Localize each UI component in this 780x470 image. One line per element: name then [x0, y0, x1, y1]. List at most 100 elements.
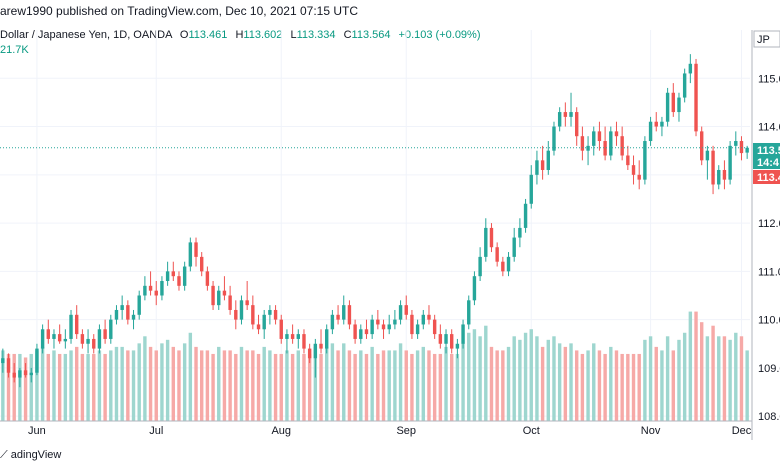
volume-bar: [126, 350, 130, 421]
volume-bar: [86, 353, 90, 421]
volume-bar: [586, 350, 590, 421]
candle: [603, 126, 607, 161]
volume-bar: [23, 357, 28, 421]
volume-bar: [285, 350, 289, 421]
volume-bar: [69, 350, 73, 421]
volume-bar: [228, 350, 232, 421]
volume-bars: [1, 311, 749, 421]
volume-bar: [688, 311, 693, 421]
volume-bar: [512, 336, 516, 421]
candle: [86, 329, 90, 354]
volume-bar: [410, 353, 414, 421]
candle: [694, 58, 698, 137]
volume-bar: [575, 350, 579, 421]
candle: [137, 290, 141, 320]
candle-body: [165, 271, 170, 282]
candle: [239, 295, 244, 325]
candle: [427, 305, 431, 325]
candle: [495, 242, 499, 267]
volume-bar: [1, 350, 5, 421]
volume-bar: [518, 339, 522, 421]
candle-body: [234, 309, 238, 320]
candle: [18, 367, 22, 388]
volume-bar: [12, 353, 16, 421]
volume-bar: [489, 346, 494, 421]
candle: [63, 329, 68, 349]
volume-bar: [478, 336, 482, 421]
open-value: 113.461: [188, 29, 228, 41]
low-label: L: [290, 29, 297, 41]
candle-body: [455, 343, 460, 349]
candle-body: [580, 136, 585, 151]
candle: [569, 92, 573, 127]
candle-body: [92, 338, 96, 349]
volume-bar: [722, 336, 727, 421]
candle-body: [211, 285, 215, 306]
high-value: 113.602: [243, 29, 283, 41]
volume-bar: [438, 353, 443, 421]
candle: [234, 300, 238, 330]
x-tick-label: Dec: [732, 425, 752, 437]
volume-bar: [643, 339, 647, 421]
candle: [12, 363, 16, 383]
candle: [529, 165, 533, 209]
candle-body: [18, 370, 22, 378]
candle-body: [552, 126, 556, 151]
candle-body: [188, 242, 193, 267]
volume-bar: [137, 343, 141, 421]
candle-body: [313, 343, 318, 359]
volume-bar: [347, 350, 352, 421]
candle: [540, 145, 545, 180]
volume-bar: [103, 353, 107, 421]
candle: [620, 126, 624, 161]
candle: [126, 300, 130, 325]
candle: [319, 329, 323, 354]
candle: [188, 237, 193, 272]
candle-body: [637, 174, 641, 180]
candle-body: [529, 174, 533, 204]
candle-body: [35, 348, 39, 373]
candle-body: [665, 92, 670, 122]
volume-bar: [165, 339, 170, 421]
candle-body: [506, 256, 511, 272]
volume-bar: [217, 346, 221, 421]
candle-body: [438, 334, 443, 344]
candle-body: [273, 309, 278, 320]
candle: [103, 319, 107, 344]
candle-body: [75, 314, 79, 335]
volume-bar: [330, 343, 335, 421]
candle: [109, 314, 113, 344]
candle-body: [626, 155, 630, 166]
volume-bar: [421, 346, 425, 421]
candle-body: [717, 169, 721, 185]
candle: [461, 319, 465, 349]
candle-body: [194, 242, 198, 257]
candle-body: [518, 227, 522, 238]
candle-body: [109, 319, 113, 339]
symbol-title[interactable]: Dollar / Japanese Yen, 1D, OANDA: [0, 29, 172, 41]
candle: [222, 276, 227, 301]
volume-bar: [597, 350, 602, 421]
candle-body: [228, 295, 232, 310]
candle-body: [495, 247, 499, 262]
candle: [535, 150, 539, 185]
candle: [597, 121, 602, 151]
candle: [393, 309, 397, 330]
tradingview-brand[interactable]: ⟋ adingView: [0, 449, 61, 462]
x-tick-label: Nov: [641, 425, 661, 437]
volume-bar: [535, 336, 539, 421]
candle-body: [745, 147, 749, 153]
candle-body: [376, 319, 380, 325]
volume-bar: [501, 350, 505, 421]
volume-bar: [376, 353, 380, 421]
candle-body: [421, 314, 425, 325]
candle-body: [222, 290, 227, 296]
candle-body: [489, 227, 494, 248]
volume-bar: [46, 353, 50, 421]
volume-bar: [364, 353, 369, 421]
y-tick-label: 111.0: [758, 266, 780, 278]
y-tick-label: 115.0: [758, 73, 780, 85]
candle-body: [512, 237, 516, 257]
volume-bar: [557, 343, 562, 421]
